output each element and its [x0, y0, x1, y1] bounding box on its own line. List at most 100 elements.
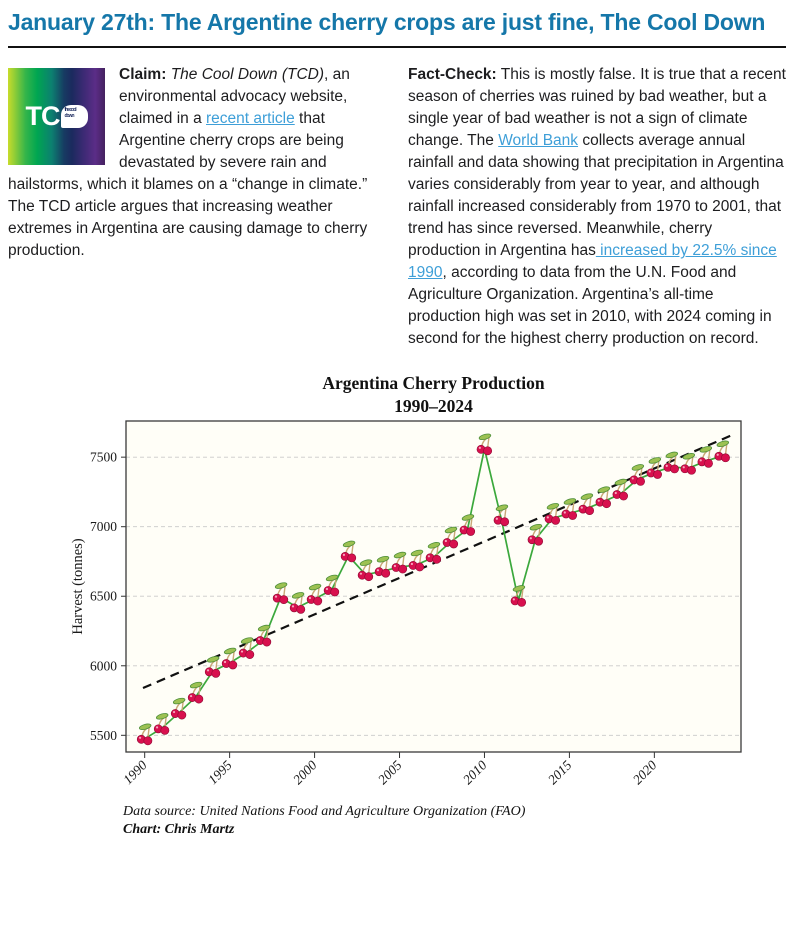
cherry-highlight	[580, 506, 583, 509]
gridlines	[121, 456, 741, 736]
claim-text-2: that Argentine cherry crops are being de…	[8, 110, 368, 260]
cherry-highlight	[257, 637, 261, 641]
cherry-fruit	[296, 604, 306, 614]
cherry-marker	[153, 713, 170, 735]
cherry-highlight	[206, 669, 210, 672]
cherry-highlight	[359, 572, 363, 575]
x-tick-label: 2010	[460, 757, 490, 787]
world-bank-link[interactable]: World Bank	[498, 132, 579, 150]
cherry-highlight	[325, 587, 329, 591]
cherry-marker	[510, 585, 527, 607]
cherry-fruit	[602, 499, 611, 509]
cherry-fruit	[381, 568, 391, 578]
cherry-leaf	[563, 498, 577, 505]
cherry-highlight	[138, 736, 142, 739]
chart-footer: Data source: United Nations Food and Agr…	[123, 803, 788, 839]
cherry-leaf	[546, 503, 560, 510]
cherry-highlight	[427, 555, 430, 558]
production-chart: 5500 6000 6500 7000 7500 1990 1995 2000 2005 2010…	[70, 420, 742, 787]
cherry-leaf	[614, 478, 628, 486]
chart-title-line2: 1990–2024	[394, 396, 473, 417]
cherry-fruit	[143, 736, 153, 746]
cherry-marker	[476, 433, 493, 456]
cherry-fruit	[364, 572, 374, 582]
cherry-leaf	[308, 583, 322, 591]
cherry-leaf	[274, 582, 288, 589]
cherry-marker	[408, 549, 425, 572]
cherry-highlight	[614, 491, 617, 495]
cherry-highlight	[512, 598, 515, 601]
cherry-leaf	[138, 723, 152, 730]
cherry-highlight	[716, 453, 719, 456]
cherry-highlight	[172, 710, 176, 714]
cherry-highlight	[478, 446, 481, 449]
y-tick-label: 7500	[90, 450, 117, 465]
cherry-marker	[289, 592, 306, 614]
plot-frame	[125, 420, 742, 753]
cherry-marker	[680, 452, 696, 475]
cherry-marker	[629, 464, 645, 486]
cherry-fruit	[347, 553, 357, 563]
recent-article-link[interactable]: recent article	[206, 110, 295, 128]
cherry-fruit	[194, 694, 204, 704]
cherry-leaf	[665, 451, 679, 459]
cherry-marker	[663, 451, 679, 474]
increase-stat-link[interactable]: increased by 22.5% since 1990	[408, 242, 777, 282]
cherry-marker	[544, 503, 561, 525]
cherry-fruit	[551, 515, 561, 525]
cherry-leaf	[529, 523, 543, 531]
cherry-marker	[306, 583, 323, 606]
cherry-fruit	[313, 596, 323, 606]
cherry-highlight	[563, 511, 566, 514]
cherry-marker	[561, 498, 578, 520]
cherry-fruit	[432, 554, 442, 564]
tcd-logo-d-bubble: the cool down	[60, 105, 88, 129]
cherry-leaf	[699, 446, 713, 453]
cherry-leaf	[461, 514, 475, 521]
cherry-leaf	[155, 713, 169, 720]
cherry-leaf	[206, 656, 220, 663]
cherry-fruit	[670, 464, 679, 474]
cherry-highlight	[597, 499, 600, 502]
chart-credit: Chart: Chris Martz	[123, 821, 235, 837]
fact-check-column: Fact-Check: This is mostly false. It is …	[408, 64, 788, 350]
claim-text-1: , an environmental advocacy website, cla…	[119, 66, 350, 128]
cherry-marker	[272, 582, 289, 604]
cherry-highlight	[648, 470, 651, 473]
cherry-fruit	[415, 562, 425, 572]
cherry-fruit	[534, 536, 544, 546]
cherry-highlight	[444, 539, 447, 543]
chart-source-note: Data source: United Nations Food and Agr…	[123, 803, 526, 819]
cherry-leaf	[427, 541, 441, 549]
cherry-highlight	[223, 660, 227, 664]
cherry-fruit	[704, 458, 713, 468]
x-tick-label: 1995	[205, 757, 235, 787]
plot-background	[126, 420, 741, 752]
cherry-leaf	[257, 624, 271, 632]
cherry-leaf	[495, 504, 509, 511]
cherry-fruit	[449, 539, 459, 549]
header-divider	[8, 46, 786, 49]
fact-check-text-2: collects average annual rainfall and dat…	[408, 132, 784, 260]
cherry-fruit	[398, 564, 408, 574]
y-axis-tick-labels: 5500 6000 6500 7000 7500	[90, 450, 117, 743]
cherry-leaf	[716, 440, 730, 447]
cherry-highlight	[699, 459, 702, 462]
cherry-marker	[170, 697, 187, 720]
cherry-leaf	[631, 464, 645, 471]
fact-check-label: Fact-Check:	[408, 66, 497, 84]
chart-title: Argentina Cherry Production 1990–2024	[65, 372, 794, 418]
y-tick-label: 6000	[90, 658, 117, 673]
cherry-marker	[221, 647, 238, 670]
cherry-fruit	[653, 469, 662, 479]
fact-check-text-3: , according to data from the U.N. Food a…	[408, 264, 772, 348]
x-tick-label: 2000	[290, 757, 320, 787]
cherry-marker	[595, 486, 611, 509]
cherry-marker	[493, 504, 510, 527]
cherry-marker	[646, 457, 662, 479]
cherry-fruit	[517, 597, 527, 607]
claim-italic-intro: The Cool Down (TCD)	[170, 66, 324, 84]
cherry-leaf	[172, 697, 186, 705]
cherry-fruit	[500, 517, 510, 527]
cherry-highlight	[682, 466, 685, 469]
